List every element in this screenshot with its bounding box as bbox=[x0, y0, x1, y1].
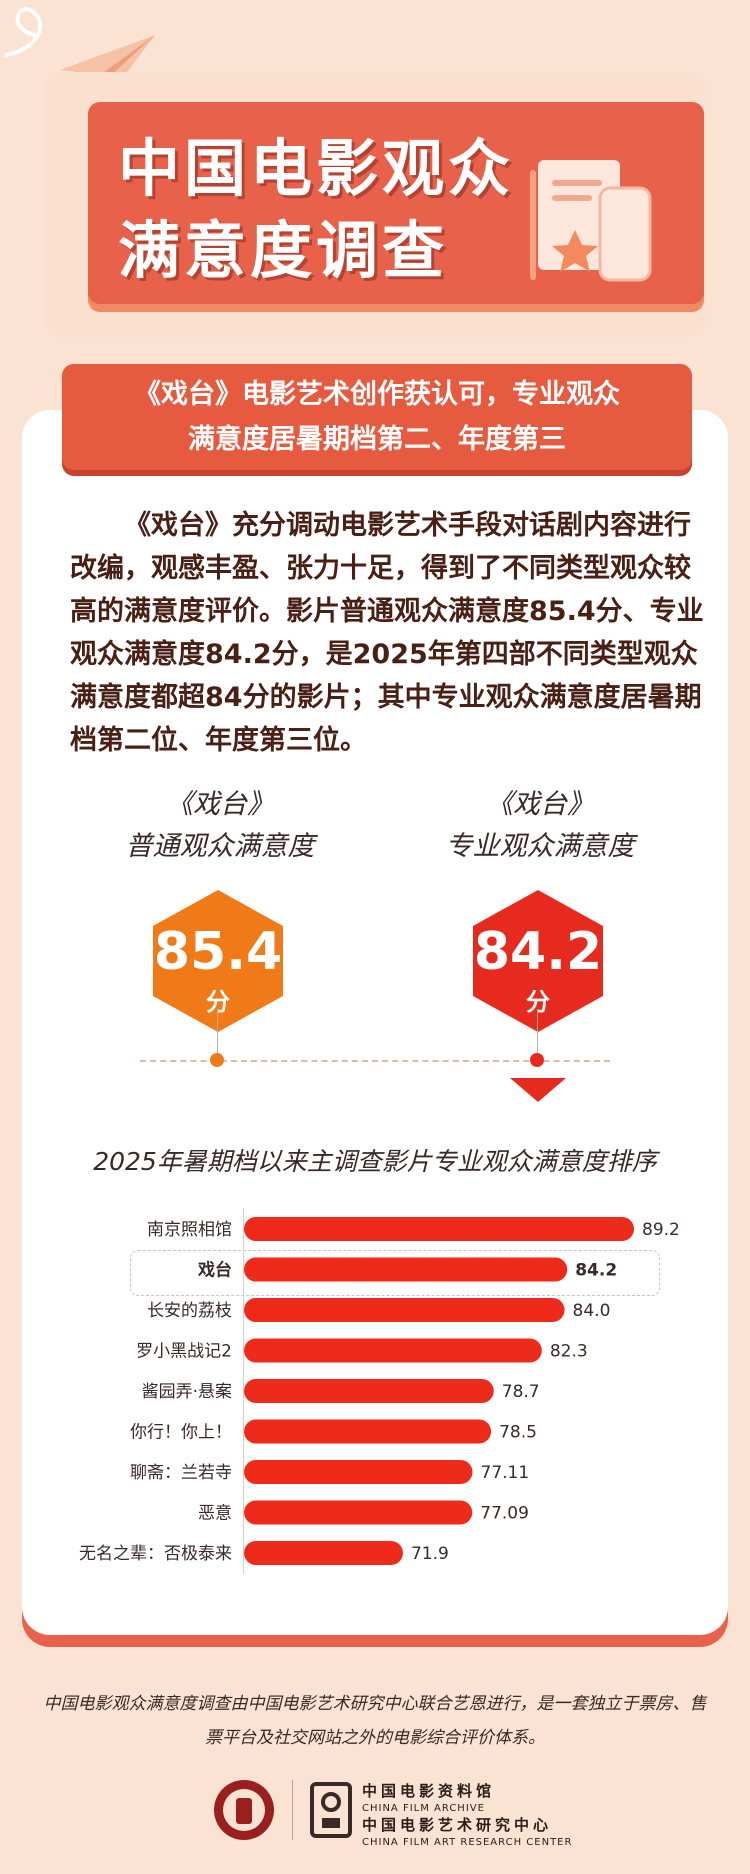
org2-name: 中国电影艺术研究中心 bbox=[362, 1816, 553, 1834]
score2-value: 84.2 bbox=[473, 922, 603, 982]
org1-name: 中国电影资料馆 bbox=[362, 1782, 496, 1800]
category-label: 聊斋：兰若寺 bbox=[130, 1463, 232, 1483]
score2-connector bbox=[537, 1010, 538, 1058]
score2-unit: 分 bbox=[526, 988, 550, 1016]
banner-line1-front: 《戏台》电影艺术创作获认可，专业观众 bbox=[134, 379, 620, 410]
bar-2 bbox=[244, 1298, 565, 1322]
score2-label: 专业观众满意度 bbox=[445, 831, 635, 862]
value-label: 78.5 bbox=[499, 1423, 537, 1443]
category-label: 酱园弄·悬案 bbox=[142, 1382, 232, 1402]
score1-value-wrap: 85.4 分 bbox=[143, 922, 293, 1017]
bar-4 bbox=[244, 1379, 494, 1403]
org1-name-en: CHINA FILM ARCHIVE bbox=[362, 1803, 485, 1814]
bar-6 bbox=[244, 1460, 473, 1484]
org2-name-en: CHINA FILM ART RESEARCH CENTER bbox=[362, 1837, 573, 1848]
category-label: 长安的荔枝 bbox=[147, 1301, 232, 1321]
value-label: 82.3 bbox=[550, 1342, 588, 1362]
bar-8 bbox=[244, 1541, 403, 1565]
intro-text: 《戏台》充分调动电影艺术手段对话剧内容进行改编，观感丰盈、张力十足，得到了不同类… bbox=[70, 510, 704, 756]
subtitle-banner-front: 《戏台》电影艺术创作获认可，专业观众 满意度居暑期档第二、年度第三 bbox=[62, 364, 692, 470]
score1-film: 《戏台》 bbox=[166, 789, 274, 820]
archive-seal-logo bbox=[214, 1780, 274, 1840]
bar-3 bbox=[244, 1338, 542, 1363]
value-label: 77.11 bbox=[481, 1463, 530, 1483]
intro-paragraph: 《戏台》充分调动电影艺术手段对话剧内容进行改编，观感丰盈、张力十足，得到了不同类… bbox=[70, 504, 706, 762]
score1-hexagon bbox=[153, 890, 283, 1032]
category-label: 戏台 bbox=[197, 1260, 232, 1281]
divider-dashed bbox=[140, 1060, 610, 1062]
chart-axis bbox=[243, 1208, 244, 1574]
logo-separator bbox=[292, 1780, 293, 1840]
score2-hexagon bbox=[473, 890, 603, 1032]
score1-dot bbox=[210, 1053, 224, 1067]
banner-line2-front: 满意度居暑期档第二、年度第三 bbox=[188, 424, 566, 455]
value-label: 84.2 bbox=[575, 1261, 617, 1281]
value-label: 71.9 bbox=[411, 1544, 449, 1564]
bar-0 bbox=[244, 1217, 634, 1241]
survey-document-icon bbox=[530, 160, 652, 282]
swirl-decoration bbox=[4, 7, 43, 57]
value-label: 84.0 bbox=[573, 1301, 611, 1321]
category-label: 无名之辈：否极泰来 bbox=[79, 1544, 232, 1564]
score1-label: 普通观众满意度 bbox=[125, 831, 315, 862]
category-label: 恶意 bbox=[198, 1504, 232, 1524]
score1-connector bbox=[217, 1010, 218, 1058]
film-reel-logo bbox=[310, 1782, 352, 1838]
bar-5 bbox=[244, 1419, 492, 1444]
bar-1 bbox=[244, 1257, 568, 1282]
highlight-row-frame bbox=[130, 1250, 660, 1296]
score2-film: 《戏台》 bbox=[486, 789, 594, 820]
score1-unit: 分 bbox=[206, 988, 230, 1016]
page-title-line1: 中国电影观众 bbox=[118, 132, 515, 205]
chart-title: 2025年暑期档以来主调查影片专业观众满意度排序 bbox=[93, 1147, 657, 1176]
bar-chart: 南京照相馆 89.2 戏台 84.2 长安的荔枝 84.0 罗小黑战记2 82.3 酱园弄·悬案… bbox=[79, 1217, 680, 1565]
score1-value: 85.4 bbox=[153, 922, 283, 982]
category-label: 南京照相馆 bbox=[147, 1220, 232, 1240]
value-label: 89.2 bbox=[642, 1220, 680, 1240]
down-arrow-icon bbox=[510, 1078, 566, 1102]
footer-note: 中国电影观众满意度调查由中国电影艺术研究中心联合艺恩进行，是一套独立于票房、售票… bbox=[43, 1694, 707, 1748]
category-label: 罗小黑战记2 bbox=[136, 1342, 232, 1362]
category-label: 你行！你上！ bbox=[130, 1423, 232, 1443]
page-title-line2: 满意度调查 bbox=[118, 214, 449, 287]
value-label: 77.09 bbox=[480, 1504, 529, 1524]
bar-7 bbox=[244, 1500, 473, 1525]
score2-dot bbox=[530, 1053, 544, 1067]
org-logo-text: 中国电影资料馆 CHINA FILM ARCHIVE 中国电影艺术研究中心 CH… bbox=[362, 1782, 572, 1850]
value-label: 78.7 bbox=[502, 1382, 540, 1402]
score2-value-wrap: 84.2 分 bbox=[463, 922, 613, 1017]
